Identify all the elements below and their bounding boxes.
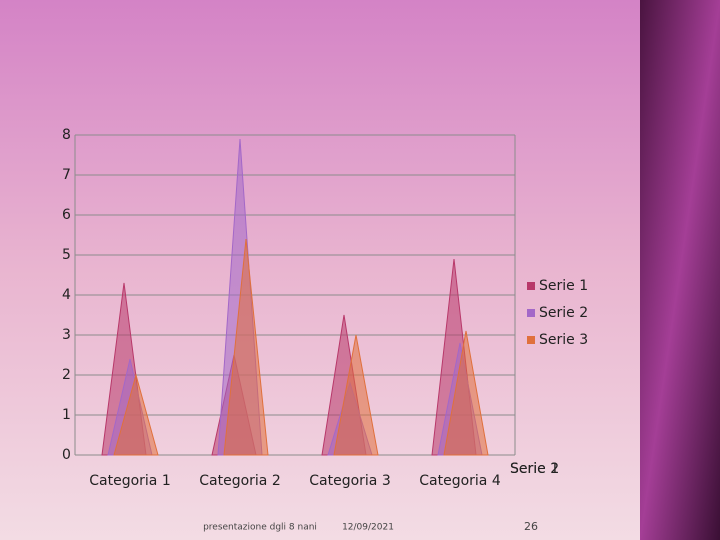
cone: [113, 373, 159, 456]
legend-swatch: [527, 336, 535, 344]
x-tick-label: Categoria 2: [199, 473, 281, 489]
chart: 0 1 2 3 4 5 6 7 8 Categoria 1 Categoria 2 Categoria…: [62, 127, 588, 489]
y-tick-label: 2: [62, 367, 71, 383]
y-tick-label: 3: [62, 327, 71, 343]
y-tick-label: 1: [62, 407, 71, 423]
y-tick-label: 7: [62, 167, 71, 183]
y-tick-label: 6: [62, 207, 71, 223]
depth-label: Serie 2: [510, 461, 559, 477]
y-tick-label: 4: [62, 287, 71, 303]
y-tick-label: 0: [62, 447, 71, 463]
legend-swatch: [527, 282, 535, 290]
cone: [333, 334, 379, 456]
x-tick-label: Categoria 1: [89, 473, 171, 489]
footer-date: 12/09/2021: [342, 523, 394, 533]
side-band: [640, 0, 720, 540]
footer-text: presentazione dgli 8 nani: [203, 523, 317, 533]
legend-label: Serie 1: [539, 278, 588, 294]
legend-label: Serie 2: [539, 305, 588, 321]
cone: [223, 238, 269, 456]
page-number: 26: [524, 520, 538, 533]
x-tick-label: Categoria 3: [309, 473, 391, 489]
cone: [443, 330, 489, 456]
x-tick-label: Categoria 4: [419, 473, 501, 489]
legend-label: Serie 3: [539, 332, 588, 348]
y-tick-label: 8: [62, 127, 71, 143]
legend-swatch: [527, 309, 535, 317]
depth-label: Serie 1: [510, 461, 559, 477]
y-tick-label: 5: [62, 247, 71, 263]
